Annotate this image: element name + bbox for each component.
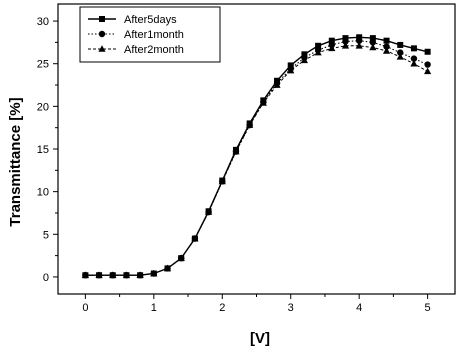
data-point <box>95 271 103 279</box>
data-point <box>383 37 390 44</box>
data-point <box>369 39 377 46</box>
data-point <box>246 121 254 128</box>
data-point <box>328 37 335 44</box>
data-point <box>273 81 281 88</box>
data-point <box>287 62 294 69</box>
data-point <box>341 41 350 49</box>
y-tick-label: 5 <box>43 229 49 241</box>
data-point <box>369 35 376 42</box>
data-point <box>342 35 349 42</box>
data-point <box>410 55 418 62</box>
data-point <box>328 44 336 52</box>
data-point <box>150 269 158 277</box>
data-point <box>301 51 308 58</box>
legend-label: After1month <box>124 29 184 41</box>
series-after1month <box>82 37 431 279</box>
data-point <box>355 37 363 44</box>
data-point <box>163 264 172 272</box>
data-point <box>109 271 117 279</box>
data-point <box>232 147 240 155</box>
data-point <box>356 34 363 41</box>
legend: After5days After1month After2month <box>79 6 221 63</box>
data-point <box>424 48 431 55</box>
legend-marker <box>98 45 106 52</box>
data-point <box>259 99 267 106</box>
legend-marker <box>98 30 106 38</box>
data-point <box>369 43 377 51</box>
data-point <box>300 56 309 64</box>
data-point <box>122 271 131 279</box>
series-layer <box>81 34 432 279</box>
x-axis-title: [V] <box>250 330 270 347</box>
series-line <box>85 40 428 276</box>
series-line <box>85 45 428 276</box>
data-point <box>177 254 185 261</box>
x-tick-label: 4 <box>356 302 362 314</box>
data-point <box>397 49 404 56</box>
x-tick-label: 1 <box>151 302 157 314</box>
legend-label: After2month <box>124 44 184 56</box>
series-line <box>85 36 428 276</box>
x-tick-label: 2 <box>219 302 225 314</box>
series-after2month <box>81 41 432 279</box>
data-point <box>218 177 226 185</box>
axes-group: 0 1 2 3 4 5 0 5 10 15 20 25 30 <box>37 3 456 314</box>
data-point <box>342 38 349 45</box>
data-point <box>424 61 431 68</box>
y-tick-label: 25 <box>37 59 49 71</box>
x-tick-label: 0 <box>82 302 88 314</box>
data-point <box>81 271 89 279</box>
y-tick-label: 10 <box>37 187 49 199</box>
data-point <box>355 41 363 49</box>
legend-marker <box>99 16 105 22</box>
data-point <box>204 208 213 215</box>
data-point <box>397 41 404 48</box>
data-point <box>410 45 417 52</box>
data-point <box>314 48 322 56</box>
data-point <box>136 271 144 279</box>
x-tick-label: 3 <box>288 302 294 314</box>
y-tick-label: 20 <box>37 101 49 113</box>
legend-label: After5days <box>124 14 177 26</box>
data-point <box>383 43 390 50</box>
y-tick-label: 15 <box>37 144 49 156</box>
data-point <box>191 234 199 242</box>
data-point <box>396 53 404 60</box>
y-tick-label: 0 <box>43 272 49 284</box>
data-point <box>287 66 295 74</box>
data-point <box>410 59 418 67</box>
data-point <box>424 67 432 75</box>
data-point <box>315 42 322 49</box>
series-after5days <box>82 34 431 279</box>
y-tick-label: 30 <box>37 16 49 28</box>
data-point <box>382 47 391 54</box>
x-tick-label: 5 <box>425 302 431 314</box>
y-axis-title: Transmittance [%] <box>7 97 24 226</box>
